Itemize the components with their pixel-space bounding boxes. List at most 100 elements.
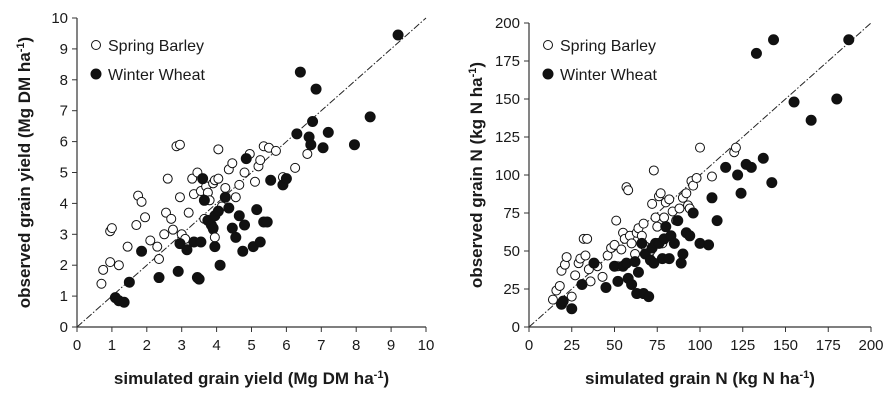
data-point-winter-wheat [711,215,723,227]
y-axis-title: observed grain yield (Mg DM ha-1) [15,37,34,308]
data-point-spring-barley [136,196,147,207]
data-point-winter-wheat [805,114,817,126]
data-point-winter-wheat [226,222,238,234]
data-point-spring-barley [730,142,741,153]
data-point-spring-barley [209,232,220,243]
x-tick-label: 1 [108,337,116,354]
data-point-winter-wheat [209,241,221,253]
data-point-spring-barley [220,182,231,193]
data-point-spring-barley [154,254,165,265]
data-point-winter-wheat [757,152,769,164]
y-tick-label: 200 [495,15,520,32]
chart-2: 0 25 50 75 100 125 150 175 200 0 25 50 75 100 125 150 17… [467,15,884,388]
data-point-winter-wheat [197,173,209,185]
y-tick-label: 0 [512,319,520,336]
y-tick-label: 3 [60,226,68,243]
y-tick-label: 100 [495,167,520,184]
data-point-winter-wheat [261,216,273,228]
data-point-winter-wheat [193,273,205,285]
y-tick-label: 6 [60,134,68,151]
data-point-winter-wheat [195,236,207,248]
data-point-winter-wheat [831,93,843,105]
data-point-winter-wheat [732,169,744,181]
data-point-winter-wheat [643,291,655,303]
x-tick-label: 8 [352,337,360,354]
data-point-winter-wheat [636,237,648,249]
data-point-winter-wheat [181,244,193,256]
data-point-winter-wheat [626,278,638,290]
data-point-spring-barley [695,142,705,153]
data-point-winter-wheat [768,34,780,46]
data-point-spring-barley [106,223,117,234]
y-tick-label: 7 [60,103,68,120]
x-tick-label: 6 [282,337,290,354]
data-point-spring-barley [213,144,224,155]
data-point-winter-wheat [629,256,641,268]
data-point-winter-wheat [214,259,226,271]
legend-label: Winter Wheat [108,67,205,84]
data-point-winter-wheat [212,205,224,217]
x-tick-label: 0 [73,337,81,354]
series-spring-barley [96,139,313,289]
data-point-winter-wheat [364,111,376,123]
one-to-one-line [76,17,427,328]
data-point-winter-wheat [136,245,148,257]
x-tick-label: 7 [317,337,325,354]
data-point-spring-barley [239,167,250,178]
legend-marker [543,40,553,50]
data-point-spring-barley [547,294,558,305]
y-tick-label: 5 [60,165,68,182]
data-point-spring-barley [609,239,620,250]
data-point-winter-wheat [223,202,235,214]
y-axis-title: observed grain N (kg N ha-1) [467,62,486,288]
y-tick-label: 1 [60,288,68,305]
data-point-spring-barley [597,271,608,282]
data-point-spring-barley [650,212,661,223]
data-point-spring-barley [616,244,627,255]
data-point-spring-barley [113,260,124,271]
x-axis-title: simulated grain yield (Mg DM ha-1) [114,369,389,388]
data-point-spring-barley [580,250,591,261]
x-tick-label: 25 [563,337,580,354]
y-tick-label: 125 [495,129,520,146]
data-point-winter-wheat [240,153,252,165]
x-tick-label: 0 [525,337,533,354]
data-point-winter-wheat [677,248,689,260]
x-tick-label: 3 [178,337,186,354]
data-point-winter-wheat [648,257,660,269]
x-tick-label: 5 [247,337,255,354]
data-point-winter-wheat [750,47,762,59]
data-point-spring-barley [227,158,238,169]
data-point-winter-wheat [254,236,266,248]
data-point-winter-wheat [294,66,306,78]
data-point-spring-barley [561,252,572,263]
data-point-winter-wheat [392,29,404,41]
data-point-spring-barley [131,220,142,231]
x-axis-title: simulated grain N (kg N ha-1) [585,369,815,388]
data-point-spring-barley [162,173,173,184]
data-point-spring-barley [626,238,637,249]
data-point-winter-wheat [663,253,675,265]
x-tick-label: 10 [418,337,435,354]
data-point-winter-wheat [153,272,165,284]
data-point-spring-barley [98,264,109,275]
data-point-winter-wheat [576,278,588,290]
data-point-spring-barley [249,176,260,187]
data-point-winter-wheat [291,128,303,140]
data-point-spring-barley [706,171,717,182]
x-tick-label: 9 [387,337,395,354]
data-point-winter-wheat [788,96,800,108]
data-point-spring-barley [105,257,116,268]
data-point-winter-wheat [735,187,747,199]
data-point-winter-wheat [672,215,684,227]
data-point-spring-barley [659,212,670,223]
data-point-spring-barley [96,278,107,289]
data-point-spring-barley [655,188,666,199]
data-point-spring-barley [582,233,593,244]
legend-marker [90,68,102,80]
data-point-winter-wheat [251,204,263,216]
data-point-winter-wheat [720,161,732,173]
data-point-spring-barley [213,173,224,184]
data-point-winter-wheat [566,303,578,315]
x-tick-label: 100 [687,337,712,354]
